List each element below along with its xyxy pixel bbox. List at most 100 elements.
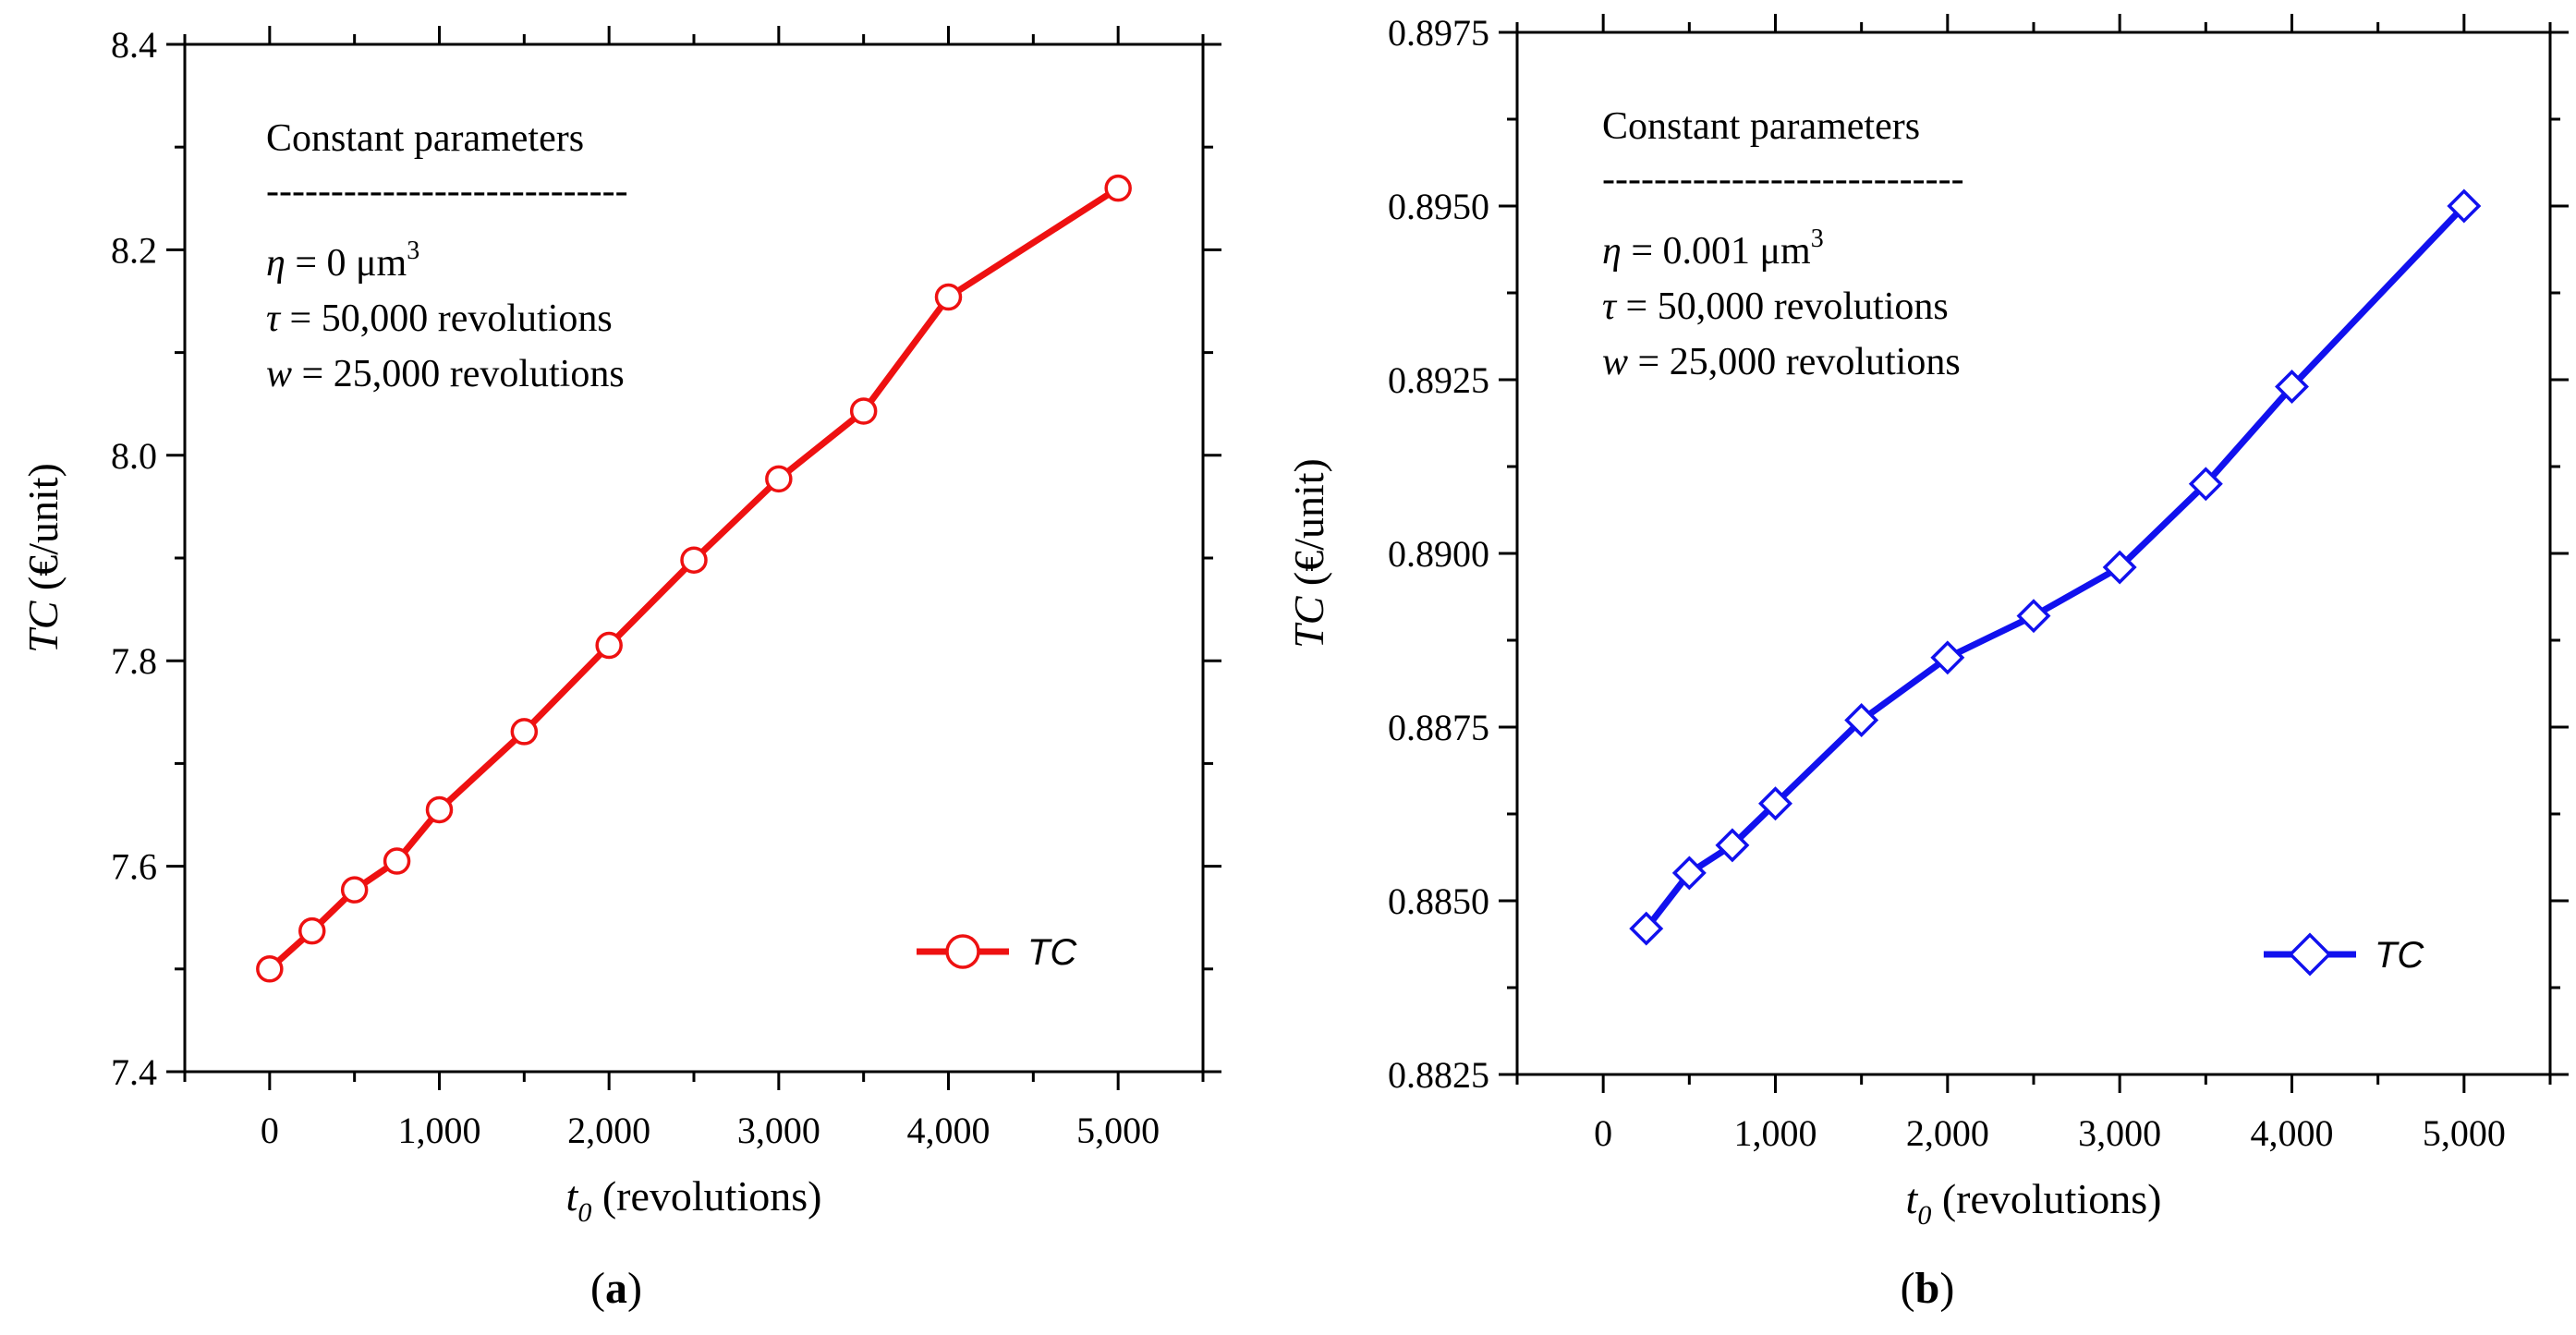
tau-symbol: τ bbox=[266, 297, 282, 340]
x-tick-label: 4,000 bbox=[907, 1110, 990, 1151]
annotation-divider: ---------------------------- bbox=[1602, 158, 1964, 200]
w-symbol: w bbox=[1602, 341, 1628, 383]
tau-value: = 50,000 revolutions bbox=[1616, 285, 1949, 328]
y-tick-label: 0.8975 bbox=[1388, 12, 1489, 54]
w-value: = 25,000 revolutions bbox=[1628, 341, 1961, 383]
constant-parameters-annotation: Constant parameters ---------------------… bbox=[1602, 105, 1964, 383]
y-tick-label: 0.8875 bbox=[1388, 707, 1489, 748]
panel-label-open: ( bbox=[590, 1264, 605, 1313]
data-point bbox=[2275, 370, 2309, 404]
annotation-w: w = 25,000 revolutions bbox=[1602, 341, 1961, 383]
y-tick-label: 8.4 bbox=[111, 24, 157, 66]
y-tick-label: 0.8950 bbox=[1388, 186, 1489, 227]
data-point bbox=[595, 631, 623, 660]
annotation-w: w = 25,000 revolutions bbox=[266, 353, 625, 395]
y-tick-label: 8.0 bbox=[111, 435, 157, 477]
y-tick-label: 7.6 bbox=[111, 846, 157, 888]
x-tick-label: 3,000 bbox=[2078, 1112, 2161, 1154]
annotation-divider: ---------------------------- bbox=[266, 170, 628, 212]
x-axis-subscript: 0 bbox=[1917, 1200, 1931, 1231]
legend-label: TC bbox=[2375, 935, 2424, 976]
data-point bbox=[1629, 911, 1664, 946]
legend: TC bbox=[917, 932, 1077, 973]
data-point bbox=[2188, 467, 2223, 502]
y-tick-label: 0.8850 bbox=[1388, 880, 1489, 922]
panel-label-letter: a bbox=[605, 1264, 627, 1313]
x-tick-label: 1,000 bbox=[1734, 1112, 1817, 1154]
data-point bbox=[934, 283, 963, 311]
data-point bbox=[849, 397, 878, 425]
x-axis-label: t0 (revolutions) bbox=[1906, 1175, 2162, 1231]
data-point bbox=[1104, 174, 1132, 202]
eta-value: = 0 μm bbox=[286, 242, 407, 285]
legend-marker bbox=[2288, 932, 2332, 977]
tau-value: = 50,000 revolutions bbox=[280, 297, 613, 340]
data-point bbox=[1844, 703, 1879, 737]
x-axis-subscript: 0 bbox=[577, 1197, 591, 1228]
data-point bbox=[2102, 550, 2137, 585]
data-point bbox=[340, 876, 369, 904]
data-point bbox=[1715, 828, 1750, 863]
data-point bbox=[2447, 188, 2482, 224]
annotation-eta: η = 0 μm3 bbox=[266, 237, 419, 285]
legend-marker bbox=[945, 934, 980, 969]
y-tick-label: 7.4 bbox=[111, 1051, 157, 1093]
eta-value: = 0.001 μm bbox=[1622, 230, 1811, 273]
chart-panel-b: 0 1,000 2,000 3,000 4,000 5,000 0.8825 0.8850 0.… bbox=[1285, 12, 2569, 1313]
y-axis-symbol: TC bbox=[19, 600, 67, 653]
x-axis-label: t0 (revolutions) bbox=[566, 1172, 822, 1228]
y-tick-label: 8.2 bbox=[111, 229, 157, 271]
x-tick-label: 2,000 bbox=[1906, 1112, 1989, 1154]
panel-label-close: ) bbox=[627, 1264, 642, 1313]
y-tick-label: 7.8 bbox=[111, 640, 157, 682]
annotation-heading: Constant parameters bbox=[1602, 105, 1920, 148]
eta-symbol: η bbox=[266, 242, 286, 285]
annotation-heading: Constant parameters bbox=[266, 117, 584, 160]
data-point bbox=[425, 795, 454, 824]
data-point bbox=[765, 465, 793, 493]
panel-label: (a) bbox=[590, 1264, 642, 1313]
constant-parameters-annotation: Constant parameters ---------------------… bbox=[266, 117, 628, 395]
y-axis-unit: (€/unit) bbox=[19, 463, 67, 601]
data-point bbox=[298, 916, 326, 945]
y-axis-label: TC (€/unit) bbox=[1285, 458, 1332, 649]
y-tick-label: 0.8925 bbox=[1388, 359, 1489, 401]
panel-label-open: ( bbox=[1901, 1264, 1915, 1313]
x-tick-label: 4,000 bbox=[2251, 1112, 2334, 1154]
x-tick-label: 1,000 bbox=[398, 1110, 481, 1151]
y-tick-label: 0.8900 bbox=[1388, 533, 1489, 575]
x-tick-label: 2,000 bbox=[567, 1110, 650, 1151]
eta-superscript: 3 bbox=[407, 237, 419, 265]
x-axis-symbol: t bbox=[566, 1172, 579, 1220]
annotation-tau: τ = 50,000 revolutions bbox=[1602, 285, 1949, 328]
legend: TC bbox=[2264, 932, 2424, 977]
y-tick-label: 0.8825 bbox=[1388, 1054, 1489, 1096]
data-point bbox=[1758, 786, 1792, 821]
x-tick-label: 0 bbox=[1594, 1112, 1612, 1154]
data-point bbox=[1930, 640, 1965, 675]
data-point bbox=[383, 847, 411, 875]
data-point bbox=[680, 546, 708, 574]
annotation-eta: η = 0.001 μm3 bbox=[1602, 225, 1824, 273]
y-axis-unit: (€/unit) bbox=[1285, 458, 1332, 596]
eta-superscript: 3 bbox=[1811, 225, 1824, 253]
panel-label-close: ) bbox=[1939, 1264, 1954, 1313]
w-value: = 25,000 revolutions bbox=[292, 353, 625, 395]
data-point bbox=[2016, 599, 2051, 634]
eta-symbol: η bbox=[1602, 230, 1622, 273]
panel-label-letter: b bbox=[1915, 1264, 1940, 1313]
x-axis-unit: (revolutions) bbox=[1931, 1175, 2161, 1222]
x-axis-unit: (revolutions) bbox=[591, 1172, 821, 1220]
y-axis-label: TC (€/unit) bbox=[19, 463, 67, 653]
legend-label: TC bbox=[1027, 932, 1077, 973]
x-tick-label: 0 bbox=[261, 1110, 279, 1151]
x-tick-label: 3,000 bbox=[737, 1110, 820, 1151]
x-tick-label: 5,000 bbox=[1076, 1110, 1160, 1151]
panel-label: (b) bbox=[1901, 1264, 1955, 1313]
w-symbol: w bbox=[266, 353, 292, 395]
data-point bbox=[1671, 856, 1707, 891]
y-axis-symbol: TC bbox=[1285, 595, 1332, 649]
x-tick-label: 5,000 bbox=[2423, 1112, 2506, 1154]
x-axis-symbol: t bbox=[1906, 1175, 1919, 1222]
